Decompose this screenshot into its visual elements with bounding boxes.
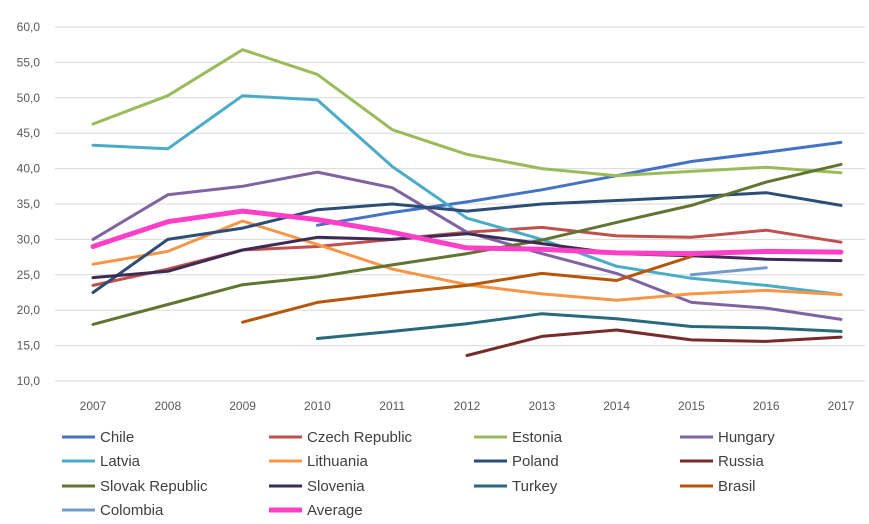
- y-tick-label: 55,0: [17, 55, 41, 69]
- legend-label: Latvia: [100, 453, 141, 470]
- legend-label: Hungary: [718, 429, 775, 446]
- legend-label: Turkey: [512, 478, 558, 495]
- y-tick-label: 30,0: [17, 232, 41, 246]
- x-tick-label: 2007: [80, 399, 107, 413]
- legend-item: Estonia: [474, 429, 563, 446]
- legend-item: Russia: [680, 453, 765, 470]
- legend: Chile Czech Republic Estonia Hungary Latvia L…: [62, 429, 775, 519]
- legend-label: Slovenia: [307, 478, 365, 495]
- y-tick-label: 60,0: [17, 20, 41, 34]
- legend-item: Slovenia: [269, 478, 365, 495]
- x-tick-label: 2012: [454, 399, 481, 413]
- legend-item: Poland: [474, 453, 559, 470]
- legend-label: Poland: [512, 453, 559, 470]
- series-line: [241, 254, 693, 324]
- legend-item: Chile: [62, 429, 134, 446]
- y-tick-label: 35,0: [17, 197, 41, 211]
- legend-item: Latvia: [62, 453, 141, 470]
- legend-label: Chile: [100, 429, 134, 446]
- legend-item: Czech Republic: [269, 429, 413, 446]
- legend-label: Estonia: [512, 429, 563, 446]
- series-line: [315, 140, 843, 227]
- series-line: [91, 94, 843, 297]
- series-line: [91, 48, 843, 178]
- legend-label: Russia: [718, 453, 765, 470]
- legend-item: Average: [269, 502, 363, 519]
- y-tick-label: 20,0: [17, 303, 41, 317]
- x-tick-label: 2009: [229, 399, 256, 413]
- y-axis-ticks: 10,0 15,0 20,0 25,0 30,0 35,0 40,0 45,0 50,0 55,0…: [17, 20, 41, 388]
- series-line: [91, 232, 843, 280]
- x-tick-label: 2013: [528, 399, 555, 413]
- x-tick-label: 2011: [379, 399, 405, 413]
- series-line: [465, 328, 843, 357]
- legend-item: Turkey: [474, 478, 558, 495]
- legend-label: Lithuania: [307, 453, 369, 470]
- y-tick-label: 40,0: [17, 162, 41, 176]
- legend-item: Lithuania: [269, 453, 369, 470]
- x-axis-ticks: 2007 2008 2009 2010 2011 2012 2013 2014 2015 2016…: [80, 399, 855, 413]
- x-tick-label: 2010: [304, 399, 331, 413]
- legend-item: Slovak Republic: [62, 478, 208, 495]
- legend-item: Colombia: [62, 502, 164, 519]
- y-tick-label: 25,0: [17, 268, 41, 282]
- x-tick-label: 2017: [828, 399, 855, 413]
- y-tick-label: 10,0: [17, 374, 41, 388]
- series-line: [315, 312, 843, 340]
- x-tick-label: 2008: [154, 399, 181, 413]
- x-tick-label: 2016: [753, 399, 780, 413]
- series-lines: [90, 48, 844, 357]
- x-tick-label: 2014: [603, 399, 630, 413]
- y-tick-label: 15,0: [17, 339, 41, 353]
- legend-label: Colombia: [100, 502, 164, 519]
- series-line: [91, 191, 843, 294]
- legend-label: Average: [307, 502, 363, 519]
- series-line: [90, 208, 844, 257]
- series-line: [91, 162, 843, 326]
- legend-label: Czech Republic: [307, 429, 413, 446]
- series-line: [689, 266, 768, 277]
- legend-item: Hungary: [680, 429, 775, 446]
- y-tick-label: 50,0: [17, 91, 41, 105]
- x-tick-label: 2015: [678, 399, 705, 413]
- legend-label: Brasil: [718, 478, 756, 495]
- legend-label: Slovak Republic: [100, 478, 208, 495]
- y-tick-label: 45,0: [17, 126, 41, 140]
- legend-item: Brasil: [680, 478, 756, 495]
